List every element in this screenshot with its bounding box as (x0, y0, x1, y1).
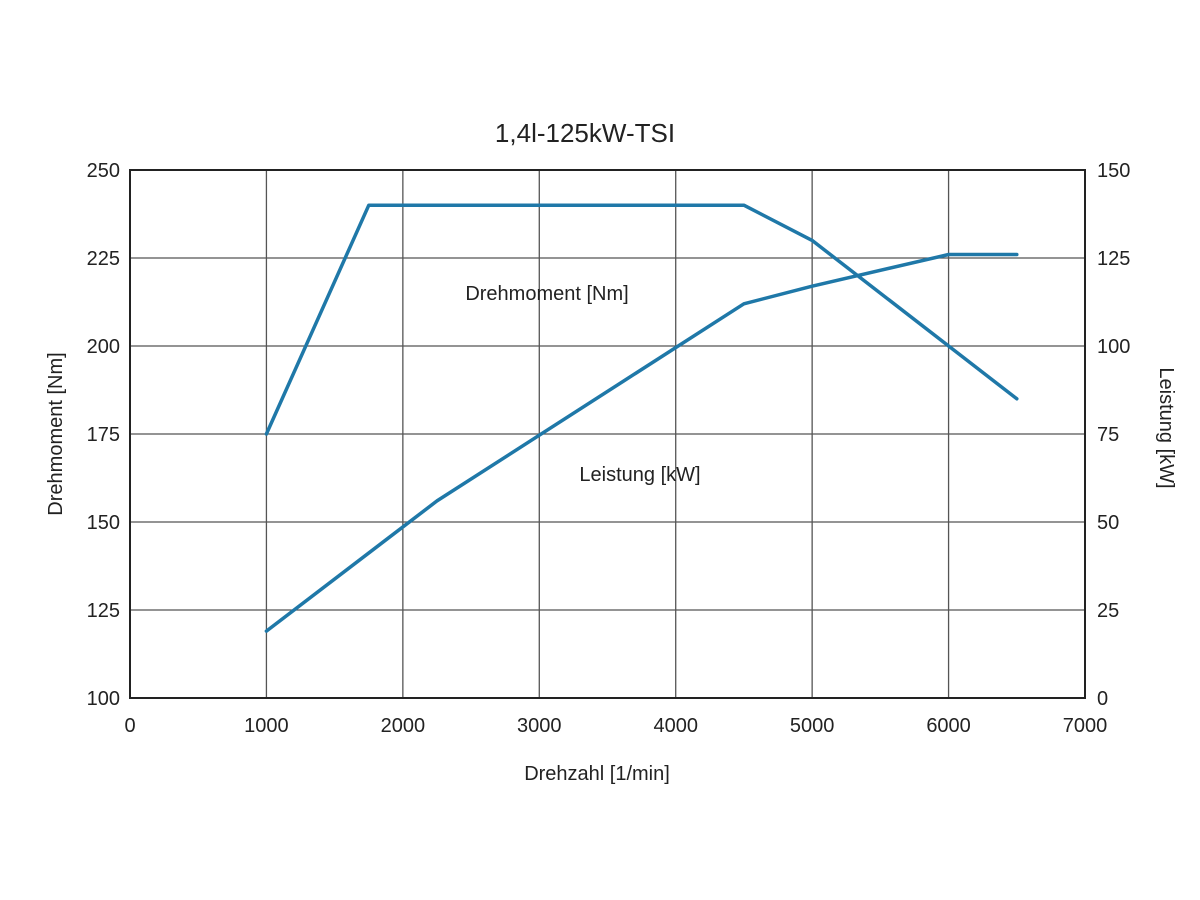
left-tick-label: 150 (87, 512, 120, 534)
left-tick-label: 250 (87, 160, 120, 182)
x-axis-label: Drehzahl [1/min] (524, 763, 670, 785)
grid (130, 170, 1085, 698)
x-tick-label: 3000 (517, 715, 562, 737)
series-line-drehmoment (264, 203, 1019, 436)
left-tick-label: 225 (87, 248, 120, 270)
chart-title: 1,4l-125kW-TSI (495, 118, 675, 148)
right-tick-label: 150 (1097, 160, 1130, 182)
left-tick-label: 200 (87, 336, 120, 358)
right-tick-label: 25 (1097, 600, 1119, 622)
right-tick-label: 125 (1097, 248, 1130, 270)
left-tick-label: 100 (87, 688, 120, 710)
left-tick-label: 125 (87, 600, 120, 622)
x-tick-label: 0 (124, 715, 135, 737)
left-tick-label: 175 (87, 424, 120, 446)
x-tick-label: 2000 (381, 715, 426, 737)
x-tick-label: 4000 (653, 715, 698, 737)
series-line-leistung (264, 252, 1019, 633)
x-tick-label: 1000 (244, 715, 289, 737)
right-axis-ticks: 0 25 50 75 100 125 150 (1097, 160, 1130, 710)
right-tick-label: 100 (1097, 336, 1130, 358)
left-axis-ticks: 100 125 150 175 200 225 250 (87, 160, 120, 710)
series-layer (264, 203, 1019, 633)
x-tick-label: 6000 (926, 715, 971, 737)
x-tick-label: 7000 (1063, 715, 1108, 737)
right-tick-label: 0 (1097, 688, 1108, 710)
right-tick-label: 50 (1097, 512, 1119, 534)
x-tick-label: 5000 (790, 715, 835, 737)
x-axis-ticks: 0 1000 2000 3000 4000 5000 6000 7000 (124, 715, 1107, 737)
right-axis-label: Leistung [kW] (1155, 367, 1177, 488)
left-axis-label: Drehmoment [Nm] (45, 352, 67, 515)
plot-frame (129, 169, 1086, 699)
series-label-leistung: Leistung [kW] (579, 464, 700, 486)
right-tick-label: 75 (1097, 424, 1119, 446)
series-label-drehmoment: Drehmoment [Nm] (465, 283, 628, 305)
